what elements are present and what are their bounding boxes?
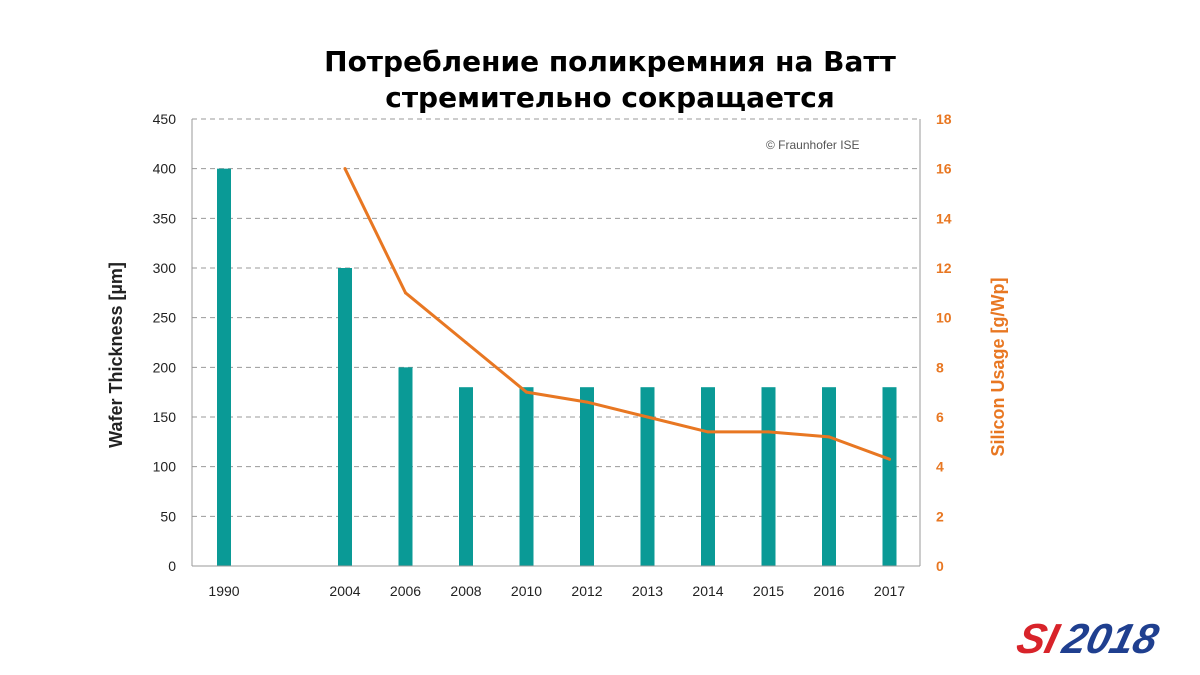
line-point <box>827 435 831 439</box>
y2-tick-label: 18 <box>936 111 952 127</box>
bar <box>640 387 655 566</box>
y2-tick-label: 6 <box>936 409 944 425</box>
bar <box>459 387 473 566</box>
x-tick-label: 2008 <box>450 583 481 599</box>
y-tick-label: 400 <box>153 161 177 177</box>
line-point <box>464 341 468 344</box>
silicon-usage-line <box>343 167 891 461</box>
y2-tick-label: 8 <box>936 359 944 375</box>
bar <box>519 387 534 566</box>
x-tick-label: 2015 <box>753 583 784 599</box>
si2018-logo: SI 2018 <box>1014 616 1164 661</box>
y2-tick-label: 4 <box>936 459 944 475</box>
y-tick-label: 100 <box>153 459 177 475</box>
y2-tick-label: 10 <box>936 310 952 326</box>
gridlines <box>192 118 920 517</box>
x-tick-label: 2006 <box>390 583 421 599</box>
slide-title-line-2: стремительно сокращается <box>385 81 835 114</box>
x-tick-label: 2016 <box>813 583 844 599</box>
bar <box>338 268 352 566</box>
bar <box>701 387 715 566</box>
bar <box>217 168 231 566</box>
y2-tick-label: 2 <box>936 508 944 524</box>
copyright-annotation: © Fraunhofer ISE <box>766 138 860 152</box>
bar <box>398 367 413 566</box>
line-point <box>404 291 407 295</box>
line-point <box>585 400 589 404</box>
line-series-silicon-usage <box>343 167 891 461</box>
y-tick-label: 150 <box>153 409 177 425</box>
y-tick-label: 50 <box>160 508 176 524</box>
bar <box>882 387 897 566</box>
x-tick-label: 2013 <box>632 583 663 599</box>
slide-title: Потребление поликремния на Ватт стремите… <box>0 44 1200 116</box>
x-tick-label: 2017 <box>874 583 905 599</box>
logo-year-text: 2018 <box>1057 616 1163 661</box>
x-tick-label: 2010 <box>511 583 542 599</box>
y2-tick-label: 12 <box>936 260 952 276</box>
line-point <box>706 430 710 434</box>
logo-si-text: SI <box>1014 616 1065 661</box>
line-point <box>646 415 649 419</box>
y-axis-title: Wafer Thickness [µm] <box>106 262 126 448</box>
y2-axis-title: Silicon Usage [g/Wp] <box>988 277 1008 456</box>
y-tick-label: 350 <box>153 210 177 226</box>
line-point <box>343 167 347 171</box>
slide-title-line-1: Потребление поликремния на Ватт <box>324 45 896 78</box>
y2-tick-label: 14 <box>936 210 952 226</box>
bar <box>580 387 594 566</box>
x-tick-label: 2014 <box>692 583 723 599</box>
line-point <box>888 457 891 461</box>
bar <box>761 387 776 566</box>
x-tick-label: 2004 <box>329 583 360 599</box>
line-point <box>767 430 770 434</box>
y2-tick-label: 16 <box>936 161 952 177</box>
y-tick-label: 250 <box>153 310 177 326</box>
bar <box>822 387 836 566</box>
y-tick-label: 200 <box>153 359 177 375</box>
y-tick-label: 0 <box>168 558 176 574</box>
x-tick-label: 2012 <box>571 583 602 599</box>
axes: 0 50 100 150 200 250 300 350 400 450 0 2 4 6 8 10 12 14 16… <box>153 111 952 599</box>
y2-tick-label: 0 <box>936 558 944 574</box>
y-tick-label: 450 <box>153 111 177 127</box>
line-point <box>525 390 528 394</box>
y-tick-label: 300 <box>153 260 177 276</box>
x-tick-label: 1990 <box>208 583 239 599</box>
